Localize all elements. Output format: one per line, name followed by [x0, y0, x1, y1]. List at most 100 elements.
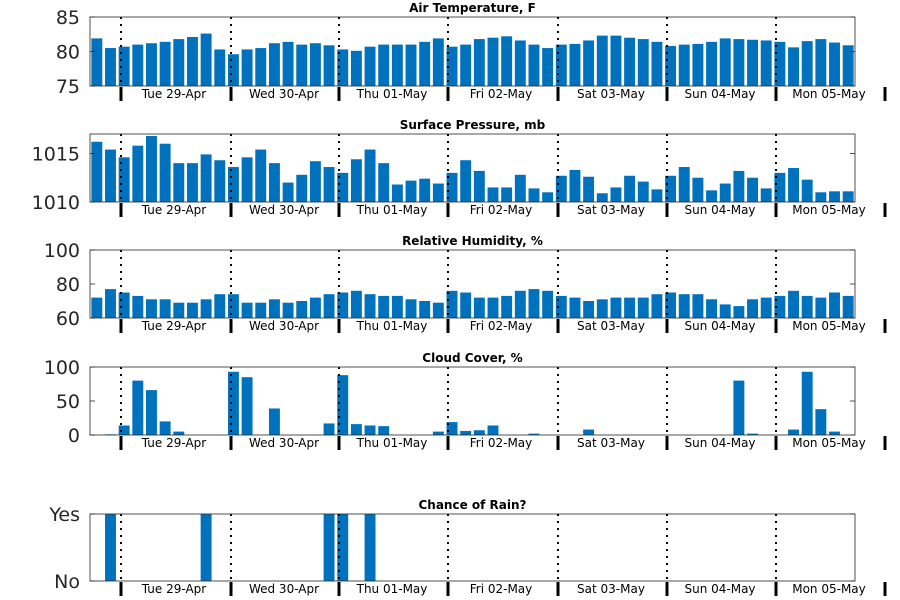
surface-pressure-mb-bar [542, 192, 554, 202]
surface-pressure-mb-bar [473, 170, 485, 202]
surface-pressure-mb-x-tick-label: Sun 04-May [684, 203, 755, 217]
chance-of-rain-axes-frame [89, 513, 856, 582]
relative-humidity-bar [788, 290, 799, 318]
relative-humidity-bar [146, 299, 157, 318]
air-temperature-f-bar [105, 48, 116, 86]
air-temperature-f-bar [542, 48, 554, 86]
relative-humidity-bar [829, 292, 840, 318]
relative-humidity-bar [405, 299, 417, 318]
air-temperature-f-x-tick-label: Sun 04-May [684, 87, 755, 101]
air-temperature-f-bar [91, 38, 103, 86]
air-temperature-f-bar [473, 39, 485, 86]
relative-humidity-bar [719, 304, 731, 318]
relative-humidity-bar [241, 302, 253, 318]
relative-humidity-x-tick-label: Thu 01-May [356, 319, 428, 333]
surface-pressure-mb-bar [774, 172, 786, 202]
cloud-cover-bar [733, 380, 745, 435]
cloud-cover-bar [487, 425, 499, 435]
surface-pressure-mb-bar [337, 172, 349, 202]
chance-of-rain-x-tick-label: Tue 29-Apr [141, 582, 206, 596]
chance-of-rain-bar [200, 514, 212, 581]
air-temperature-f-bar [788, 47, 799, 86]
relative-humidity-bar [774, 295, 786, 318]
surface-pressure-mb-bar [692, 177, 704, 202]
air-temperature-f-bar [801, 41, 813, 86]
relative-humidity-bar [569, 297, 581, 318]
surface-pressure-mb-bar [651, 189, 663, 202]
chance-of-rain-x-tick-label: Mon 05-May [792, 582, 866, 596]
air-temperature-f-bar [432, 38, 444, 86]
cloud-cover-x-tick-label: Sat 03-May [577, 436, 645, 450]
air-temperature-f-x-tick-label: Fri 02-May [470, 87, 533, 101]
relative-humidity-bar [583, 301, 595, 318]
surface-pressure-mb-bar [624, 175, 636, 202]
cloud-cover-bar [241, 377, 253, 435]
relative-humidity-x-tick-label: Fri 02-May [470, 319, 533, 333]
surface-pressure-mb-bar [350, 159, 362, 202]
chance-of-rain-bar [105, 514, 116, 581]
air-temperature-f-x-tick-label: Thu 01-May [356, 87, 428, 101]
air-temperature-f-bar [282, 41, 294, 86]
air-temperature-f-bar [241, 49, 253, 86]
air-temperature-f-bar [829, 42, 840, 86]
cloud-cover-x-tick-label: Wed 30-Apr [249, 436, 319, 450]
air-temperature-f-bar [842, 45, 854, 86]
relative-humidity-bar [842, 295, 854, 318]
air-temperature-f-panel: Air Temperature, F 75 80 85 Tue 29-Apr Wed 30… [56, 1, 887, 101]
relative-humidity-bar [200, 299, 212, 318]
air-temperature-f-x-tick-label: Tue 29-Apr [141, 87, 206, 101]
surface-pressure-mb-x-tick-label: Thu 01-May [356, 203, 428, 217]
surface-pressure-mb-bar [364, 149, 376, 202]
surface-pressure-mb-bar [788, 168, 799, 202]
air-temperature-f-bar [460, 44, 472, 86]
air-temperature-f-bar [637, 39, 649, 86]
surface-pressure-mb-bar [842, 191, 854, 202]
air-temperature-f-bar [501, 36, 513, 86]
relative-humidity-y-tick-label: 60 [56, 308, 80, 330]
air-temperature-f-bar [692, 43, 704, 86]
cloud-cover-bar [432, 431, 444, 435]
air-temperature-f-bar [227, 54, 239, 86]
cloud-cover-panel: Cloud Cover, % 0 50 100 Tue 29-Apr Wed 30-Apr… [44, 351, 887, 450]
cloud-cover-bar [350, 424, 362, 435]
chance-of-rain-bar [337, 514, 349, 581]
surface-pressure-mb-bar [747, 177, 759, 202]
surface-pressure-mb-x-tick-label: Sat 03-May [577, 203, 645, 217]
air-temperature-f-bar [706, 41, 718, 86]
cloud-cover-bar [583, 429, 595, 435]
surface-pressure-mb-bar [760, 188, 772, 202]
surface-pressure-mb-bar [719, 183, 731, 202]
air-temperature-f-bar [774, 41, 786, 86]
surface-pressure-mb-bar [296, 174, 308, 202]
surface-pressure-mb-bar [555, 175, 567, 202]
surface-pressure-mb-x-tick-label: Mon 05-May [792, 203, 866, 217]
relative-humidity-bar [460, 292, 472, 318]
cloud-cover-bar [268, 408, 280, 435]
cloud-cover-bar [747, 433, 759, 435]
chance-of-rain-title: Chance of Rain? [418, 498, 526, 512]
chance-of-rain-x-tick-label: Thu 01-May [356, 582, 428, 596]
relative-humidity-x-tick-label: Mon 05-May [792, 319, 866, 333]
surface-pressure-mb-bar [186, 163, 198, 202]
surface-pressure-mb-y-tick-label: 1010 [32, 192, 80, 214]
surface-pressure-mb-bar [665, 175, 677, 202]
cloud-cover-bar [378, 426, 390, 435]
air-temperature-f-bar [665, 45, 677, 86]
relative-humidity-bar [542, 290, 554, 318]
chance-of-rain-x-tick-label: Fri 02-May [470, 582, 533, 596]
surface-pressure-mb-bar [432, 183, 444, 202]
air-temperature-f-bar [214, 49, 226, 86]
relative-humidity-bar [118, 292, 130, 318]
surface-pressure-mb-bar [241, 157, 253, 202]
surface-pressure-mb-bar [596, 193, 608, 202]
surface-pressure-mb-bar [501, 187, 513, 202]
relative-humidity-bar [186, 302, 198, 318]
air-temperature-f-bar [610, 35, 622, 86]
air-temperature-f-bar [255, 48, 267, 86]
cloud-cover-bar [159, 421, 171, 435]
surface-pressure-mb-bar [678, 167, 690, 202]
air-temperature-f-bar [419, 41, 431, 86]
surface-pressure-mb-bar [405, 180, 417, 202]
cloud-cover-bar [829, 431, 840, 435]
relative-humidity-bar [173, 302, 185, 318]
